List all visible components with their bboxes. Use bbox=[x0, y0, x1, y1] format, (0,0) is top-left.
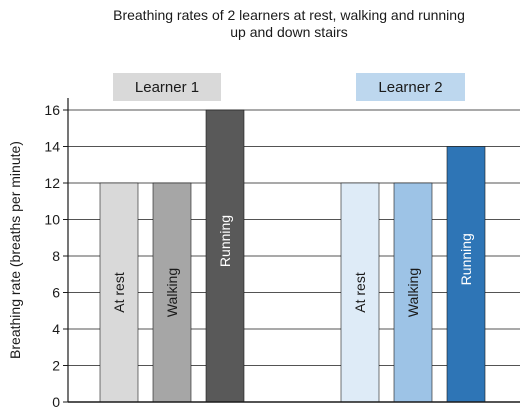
group-label: Learner 2 bbox=[378, 79, 442, 96]
bar bbox=[99, 182, 139, 403]
y-axis-label: Breathing rate (breaths per minute) bbox=[7, 141, 23, 359]
group-label: Learner 1 bbox=[135, 79, 199, 96]
y-tick-label: 10 bbox=[44, 212, 60, 228]
y-tick-label: 2 bbox=[52, 358, 60, 374]
bar bbox=[205, 109, 245, 403]
bar-label: Walking bbox=[405, 268, 421, 317]
y-tick-label: 4 bbox=[52, 321, 60, 337]
bar bbox=[152, 182, 192, 403]
group-label-box bbox=[113, 73, 221, 101]
bar-label: At rest bbox=[111, 272, 127, 313]
bar bbox=[393, 182, 433, 403]
bar-group: Learner 2 At rest Walking Running bbox=[340, 73, 486, 403]
y-tick-label: 16 bbox=[44, 102, 60, 118]
y-tick-label: 8 bbox=[52, 248, 60, 264]
chart-title-line-2: up and down stairs bbox=[230, 24, 348, 40]
bar-label: Running bbox=[217, 215, 233, 267]
bar-group: Learner 1 At rest Walking Running bbox=[99, 73, 245, 403]
gridlines bbox=[68, 109, 520, 366]
y-tick-label: 14 bbox=[44, 139, 60, 155]
group-label-box bbox=[356, 73, 465, 101]
y-tick-label: 6 bbox=[52, 285, 60, 301]
bar-label: Walking bbox=[164, 268, 180, 317]
bar-label: At rest bbox=[352, 272, 368, 313]
y-axis-ticks: 0 2 4 6 8 10 12 14 16 bbox=[44, 102, 68, 410]
y-tick-label: 12 bbox=[44, 175, 60, 191]
bar bbox=[340, 182, 380, 403]
bar-label: Running bbox=[458, 233, 474, 285]
y-tick-label: 0 bbox=[52, 394, 60, 410]
chart-title-line-1: Breathing rates of 2 learners at rest, w… bbox=[113, 7, 465, 23]
bar-groups: Learner 1 At rest Walking Running Learner 2 A… bbox=[99, 73, 486, 403]
bar bbox=[446, 146, 486, 403]
